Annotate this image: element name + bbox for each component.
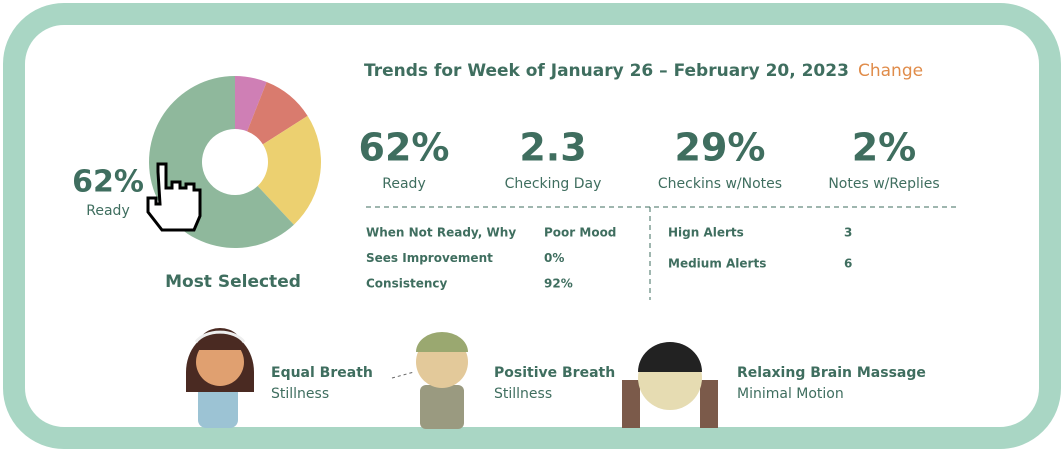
detail-value: Poor Mood <box>544 226 616 240</box>
exercise-subtitle: Minimal Motion <box>737 386 844 402</box>
stat-label: Ready <box>382 176 425 192</box>
illustration <box>622 342 718 428</box>
donut-segment <box>247 82 308 145</box>
stat-label: Checking Day <box>505 176 602 192</box>
detail-label: Medium Alerts <box>668 257 766 271</box>
donut-segment <box>235 76 267 132</box>
detail-value: 6 <box>844 257 852 271</box>
detail-label: Hign Alerts <box>668 226 744 240</box>
donut-caption: Most Selected <box>165 272 301 292</box>
donut-value: 62% <box>72 165 144 200</box>
stat-value: 2.3 <box>519 126 586 170</box>
stat-label: Notes w/Replies <box>828 176 939 192</box>
cursor-icon <box>146 162 202 232</box>
exercise-subtitle: Stillness <box>271 386 329 402</box>
donut-label: Ready <box>86 203 129 219</box>
exercise-subtitle: Stillness <box>494 386 552 402</box>
detail-value: 92% <box>544 277 573 291</box>
header-title: Trends for Week of January 26 – February… <box>364 61 849 81</box>
detail-value: 0% <box>544 251 564 265</box>
detail-label: Consistency <box>366 277 448 291</box>
stats: 62% Ready 2.3 Checking Day 29% Checkins w/Not… <box>359 126 940 193</box>
illustration <box>186 328 254 428</box>
illustration <box>391 332 468 429</box>
details: When Not Ready, Why Poor Mood Sees Improve… <box>366 226 852 291</box>
detail-label: When Not Ready, Why <box>366 226 516 240</box>
stat-value: 29% <box>675 126 766 170</box>
stat-label: Checkins w/Notes <box>658 176 782 192</box>
donut-segment <box>257 115 321 225</box>
detail-label: Sees Improvement <box>366 251 493 265</box>
exercise-title: Equal Breath <box>271 365 373 381</box>
exercise-title: Positive Breath <box>494 365 615 381</box>
detail-value: 3 <box>844 226 852 240</box>
change-link[interactable]: Change <box>858 61 923 81</box>
exercise-title: Relaxing Brain Massage <box>737 365 926 381</box>
stat-value: 2% <box>852 126 917 170</box>
stat-value: 62% <box>359 126 450 170</box>
exercises: Equal Breath Stillness Positive Breath Stil… <box>271 365 926 402</box>
